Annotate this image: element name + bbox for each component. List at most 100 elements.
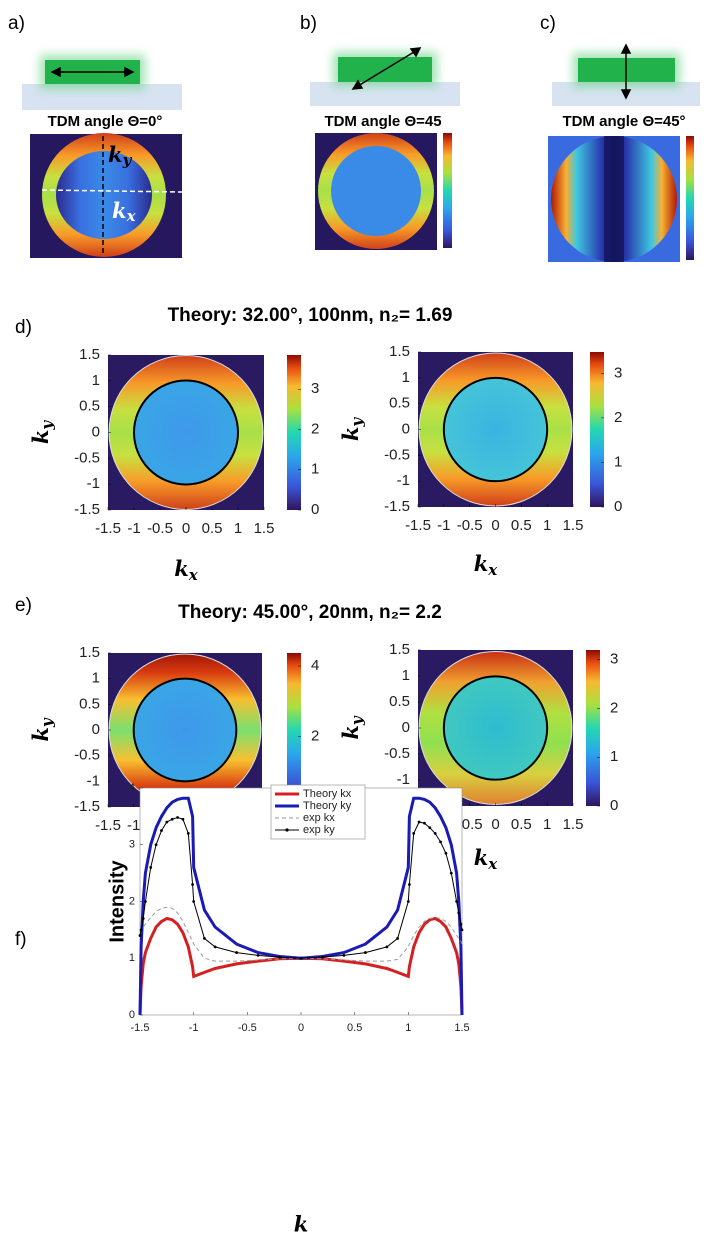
y-tick-label: 4 <box>129 782 135 794</box>
axis-label: ky <box>28 420 57 445</box>
x-tick-label: 1 <box>234 520 242 537</box>
panel-label: f) <box>15 929 27 950</box>
legend-marker <box>285 828 288 831</box>
panel-title: TDM angle Θ=45° <box>562 113 685 130</box>
legend-label: exp ky <box>303 824 335 836</box>
panel-title: TDM angle Θ=0° <box>48 113 163 130</box>
data-point <box>142 917 145 920</box>
data-point <box>171 818 174 821</box>
x-tick-label: -0.5 <box>147 520 173 537</box>
axis-label: kx <box>474 551 499 580</box>
data-point <box>460 923 463 926</box>
y-tick-label: 0.5 <box>79 695 100 712</box>
y-tick-label: 3 <box>129 839 135 851</box>
y-tick-label: -1.5 <box>74 798 100 815</box>
y-tick-label: 0 <box>92 721 100 738</box>
panel-label: e) <box>15 595 32 616</box>
x-tick-label: 1.5 <box>563 517 584 534</box>
y-tick-label: 1 <box>402 667 410 684</box>
sub: x <box>126 207 137 225</box>
x-tick-label: 1 <box>543 517 551 534</box>
x-tick-label: 0.5 <box>347 1022 362 1034</box>
x-tick-label: -1.5 <box>95 520 121 537</box>
data-point <box>418 821 421 824</box>
axis-label-base: k <box>338 427 363 442</box>
y-tick-label: 1.5 <box>389 641 410 658</box>
axis-label-base: k <box>174 556 189 581</box>
colorbar-tick-label: 0 <box>610 797 618 814</box>
x-tick-label: -0.5 <box>238 1022 257 1034</box>
panel-title: TDM angle Θ=45 <box>324 113 441 130</box>
colorbar-tick-label: 1 <box>614 453 622 470</box>
x-tick-label: 0 <box>491 816 499 833</box>
colorbar-tick-label: 1 <box>610 748 618 765</box>
sub: y <box>122 151 133 169</box>
y-tick-label: 0.5 <box>389 693 410 710</box>
data-point <box>461 928 464 931</box>
y-tick-label: 2 <box>129 895 135 907</box>
y-tick-label: -1.5 <box>384 498 410 515</box>
data-point <box>434 832 437 835</box>
heatmap-image <box>315 133 452 250</box>
y-tick-label: 1 <box>402 369 410 386</box>
x-tick-label: 0 <box>298 1022 304 1034</box>
x-tick-label: -1.5 <box>405 517 431 534</box>
colorbar-tick-label: 2 <box>311 420 319 437</box>
axis-label-base: k <box>338 725 363 740</box>
figure: a) TDM angle Θ=0° ky kx b) TDM angle Θ=4… <box>0 0 710 1247</box>
x-tick-label: 1.5 <box>454 1022 469 1034</box>
data-point <box>455 900 458 903</box>
data-point <box>144 900 147 903</box>
data-point <box>450 872 453 875</box>
colorbar-tick-label: 2 <box>614 409 622 426</box>
y-tick-label: -0.5 <box>384 745 410 762</box>
axis-label-sub: x <box>188 566 199 584</box>
x-tick-label: 0 <box>182 520 190 537</box>
section-title: Theory: 45.00°, 20nm, n₂= 2.2 <box>178 602 442 623</box>
data-point <box>445 852 448 855</box>
axis-label-sub: y <box>38 420 56 431</box>
y-tick-label: 0.5 <box>79 398 100 415</box>
data-point <box>396 937 399 940</box>
colorbar <box>586 650 600 806</box>
colorbar-tick-label: 3 <box>614 364 622 381</box>
y-tick-label: -1 <box>87 475 100 492</box>
k: k <box>108 142 123 167</box>
data-point <box>408 883 411 886</box>
x-tick-label: -1 <box>127 817 140 834</box>
data-point <box>343 954 346 957</box>
panel-label: c) <box>540 13 556 34</box>
x-tick-label: 1.5 <box>254 520 275 537</box>
colorbar <box>590 352 604 507</box>
axis-label-sub: x <box>487 855 498 873</box>
y-tick-label: 1 <box>129 952 135 964</box>
data-point <box>407 900 410 903</box>
x-tick-label: -0.5 <box>457 517 483 534</box>
x-axis-label: k <box>294 1212 309 1237</box>
x-tick-label: -1.5 <box>131 1022 150 1034</box>
x-tick-label: 0 <box>491 517 499 534</box>
section-title: Theory: 32.00°, 100nm, n₂= 1.69 <box>168 305 453 326</box>
y-tick-label: 1.5 <box>79 346 100 363</box>
data-point <box>300 957 303 960</box>
x-tick-label: 1.5 <box>563 816 584 833</box>
y-tick-label: 1.5 <box>389 343 410 360</box>
data-point <box>149 866 152 869</box>
data-point <box>257 954 260 957</box>
y-tick-label: 1 <box>92 670 100 687</box>
data-point <box>385 946 388 949</box>
y-axis-label: Intensity <box>106 860 128 943</box>
data-point <box>140 928 143 931</box>
y-tick-label: 0 <box>402 719 410 736</box>
y-tick-label: 0 <box>92 423 100 440</box>
data-point <box>364 951 367 954</box>
y-tick-label: -0.5 <box>74 449 100 466</box>
y-tick-label: -1 <box>397 472 410 489</box>
x-tick-label: 0.5 <box>511 517 532 534</box>
data-point <box>428 826 431 829</box>
colorbar-tick-label: 4 <box>311 657 319 674</box>
axis-label-base: k <box>28 430 53 445</box>
legend-label: Theory kx <box>303 788 352 800</box>
axis-label-sub: y <box>38 717 56 728</box>
y-tick-label: 1.5 <box>79 644 100 661</box>
